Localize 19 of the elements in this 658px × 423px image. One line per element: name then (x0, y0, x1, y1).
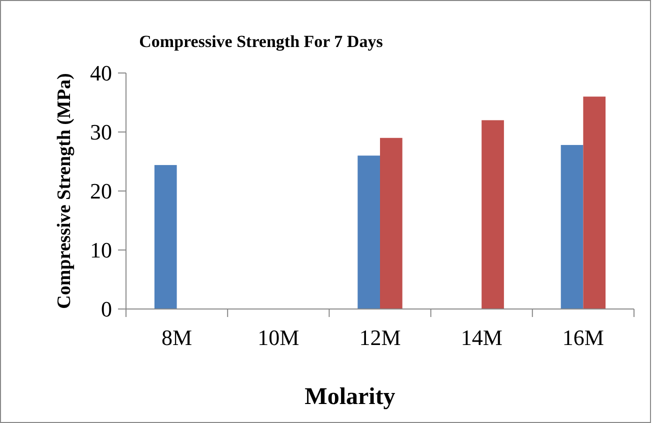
y-tick-label: 10 (90, 238, 112, 263)
y-tick-label: 0 (101, 296, 112, 322)
y-tick-label: 20 (90, 178, 112, 204)
y-tick-label: 30 (90, 120, 112, 145)
x-tick-label: 14M (460, 325, 502, 350)
x-tick-label: 12M (359, 325, 401, 350)
bar (560, 144, 584, 309)
bar (380, 138, 402, 309)
y-axis-title: Compressive Strength (MPa) (54, 73, 75, 309)
bar (154, 165, 177, 309)
x-tick-label: 8M (162, 325, 192, 350)
x-tick-label: 10M (258, 325, 300, 350)
bar (358, 156, 380, 309)
bar (583, 96, 606, 309)
x-axis-title: Molarity (304, 384, 396, 410)
y-tick-label: 40 (90, 60, 112, 86)
bar (482, 120, 504, 309)
x-tick-label: 16M (562, 325, 604, 350)
chart-title: Compressive Strength For 7 Days (139, 32, 384, 51)
